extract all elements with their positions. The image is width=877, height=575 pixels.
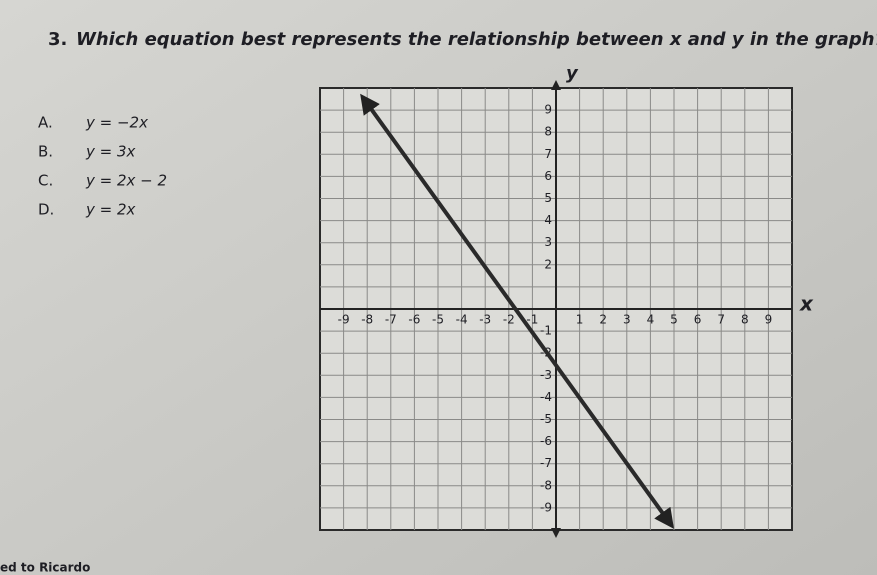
x-tick-label: -5: [432, 313, 444, 327]
x-tick-label: -6: [408, 313, 420, 327]
y-tick-label: -9: [540, 500, 552, 514]
y-tick-label: 2: [544, 257, 552, 271]
y-tick-label: 5: [544, 191, 552, 205]
choice-equation: y = 2x − 2: [85, 172, 167, 190]
x-tick-label: -4: [456, 313, 468, 327]
graphed-line: [360, 93, 674, 529]
choice-equation: y = 3x: [85, 143, 136, 161]
question-text: Which equation best represents the relat…: [76, 29, 877, 50]
y-tick-label: 7: [544, 147, 552, 161]
y-tick-label: 8: [544, 125, 552, 139]
x-tick-label: 8: [741, 313, 749, 327]
y-tick-label: -8: [540, 478, 552, 492]
x-tick-label: -7: [385, 313, 397, 327]
y-tick-label: -6: [540, 434, 552, 448]
x-tick-label: 3: [623, 313, 631, 327]
y-tick-label: 4: [544, 213, 552, 227]
x-tick-label: -2: [503, 313, 515, 327]
x-tick-label: -3: [479, 313, 491, 327]
choice-letter: A.: [38, 114, 53, 132]
x-tick-label: -8: [361, 313, 373, 327]
y-tick-label: -3: [540, 368, 552, 382]
y-tick-label: -5: [540, 412, 552, 426]
y-tick-label: 6: [544, 169, 552, 183]
choice-letter: B.: [38, 143, 53, 161]
x-tick-label: 1: [576, 313, 584, 327]
y-axis-label: y: [566, 63, 579, 84]
x-axis-label: x: [799, 292, 814, 316]
x-tick-label: 5: [670, 313, 678, 327]
x-tick-label: 6: [694, 313, 702, 327]
x-tick-label: 7: [717, 313, 725, 327]
choice-equation: y = −2x: [85, 114, 148, 132]
choice-letter: D.: [38, 201, 54, 219]
y-tick-label: -1: [540, 324, 552, 338]
x-tick-label: -9: [338, 313, 350, 327]
x-tick-label: 9: [765, 313, 773, 327]
x-tick-label: 2: [599, 313, 607, 327]
question-number: 3.: [48, 29, 67, 50]
x-tick-label: 4: [647, 313, 655, 327]
choice-letter: C.: [38, 172, 53, 190]
y-tick-label: 3: [544, 235, 552, 249]
y-tick-label: -7: [540, 456, 552, 470]
graph: xy-9 -8 -7 -6 -5 -4 -3 -2 -1 1 2 3 4 5 6 7 8 998765432-1-…: [319, 63, 814, 538]
y-tick-label: -4: [540, 390, 552, 404]
choices: A. y = −2x B. y = 3x C. y = 2x − 2 D. y = 2x: [38, 114, 167, 219]
choice-equation: y = 2x: [85, 201, 136, 219]
footer: ed to Ricardo: [0, 561, 90, 575]
y-tick-label: 9: [544, 103, 552, 117]
